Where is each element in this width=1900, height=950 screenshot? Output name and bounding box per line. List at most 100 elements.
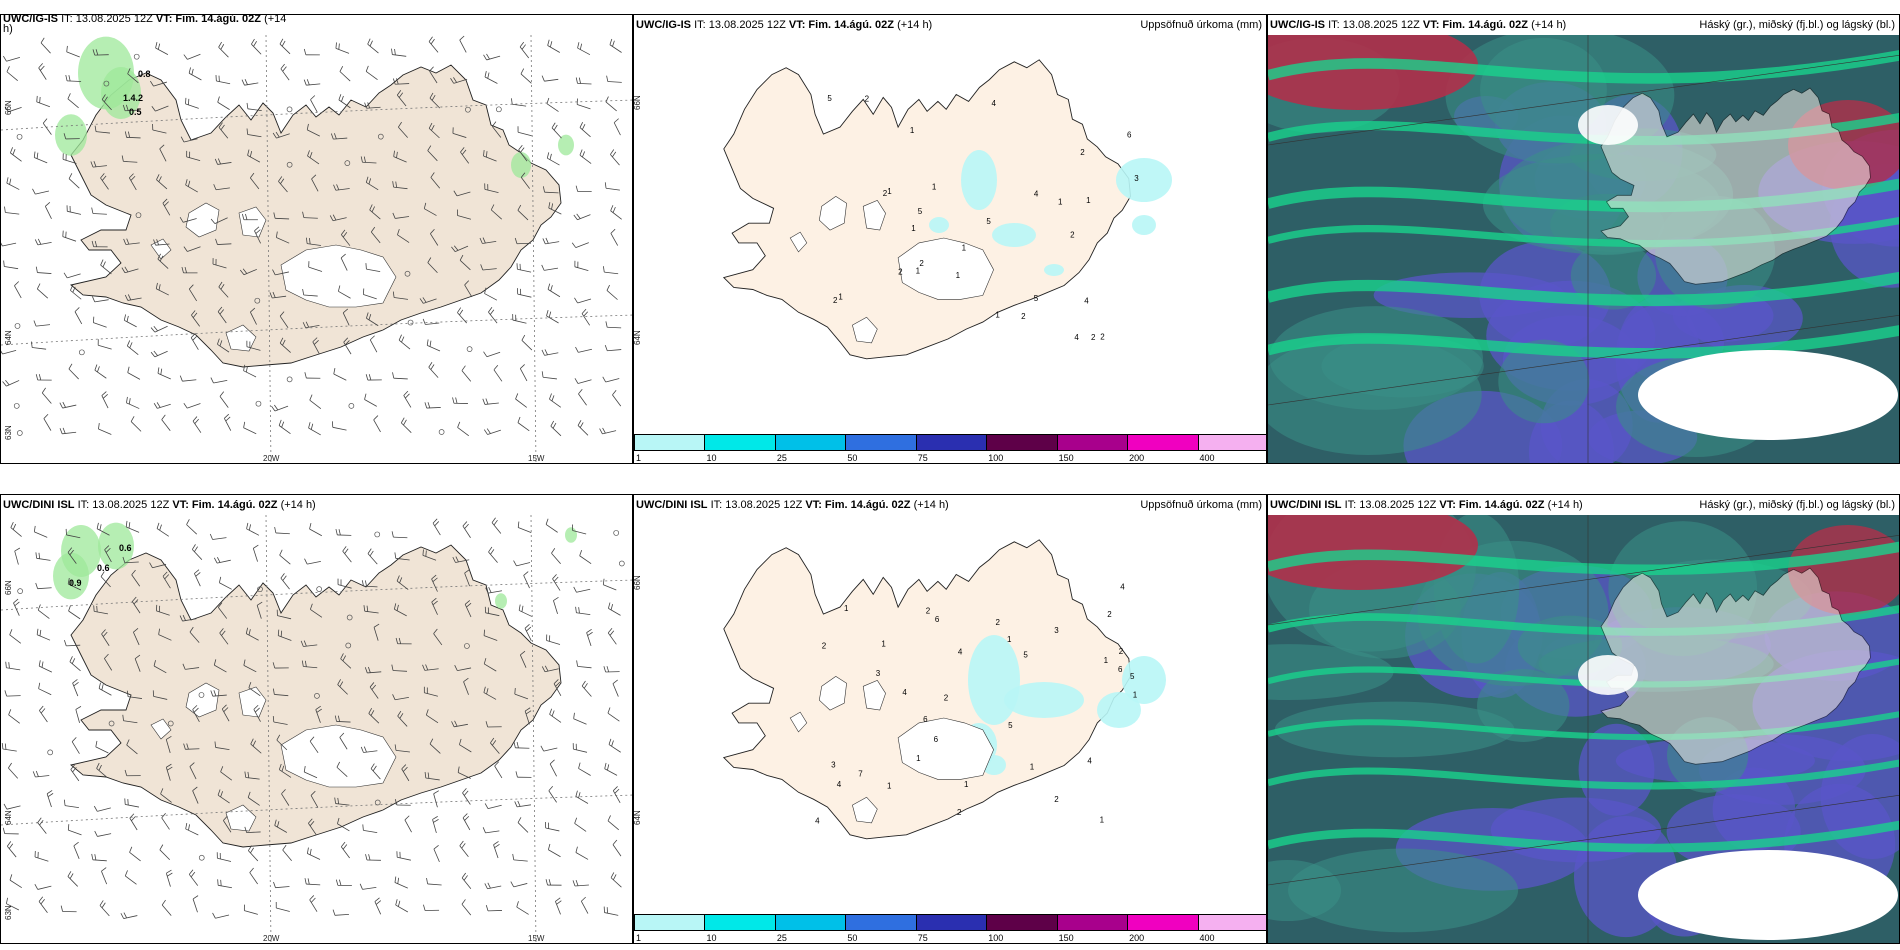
- wind-barb: [463, 677, 469, 695]
- precip-value-label: 1: [1007, 635, 1012, 644]
- wind-panel-row1: UWC/IG-IS IT: 13.08.2025 12Z VT: Fim. 14…: [0, 14, 633, 464]
- wind-barb: [404, 815, 412, 833]
- wind-barb: [14, 547, 21, 565]
- wind-barb: [604, 344, 622, 352]
- wind-barb: [578, 762, 591, 776]
- wind-barb: [517, 817, 529, 833]
- wind-barb: [272, 716, 288, 725]
- glacier: [150, 718, 172, 740]
- wind-barb: [214, 741, 230, 751]
- precip-value-label: 2: [1119, 647, 1124, 656]
- wind-barb: [365, 176, 379, 191]
- wind-barb: [599, 427, 617, 435]
- legend-tick-label: 400: [1199, 453, 1215, 463]
- legend-swatch: [1127, 914, 1199, 931]
- legend-swatch: [1197, 434, 1266, 451]
- wind-barb: [64, 640, 81, 647]
- wind-barb: [334, 715, 351, 723]
- wind-panel-title: UWC/DINI ISL IT: 13.08.2025 12Z VT: Fim.…: [3, 499, 316, 511]
- wind-barb: [452, 397, 468, 404]
- wind-barb: [575, 606, 591, 616]
- wind-barb: [575, 185, 592, 192]
- wind-barb: [94, 125, 111, 134]
- legend-tick-label: 100: [988, 453, 1004, 463]
- wind-barb: [42, 118, 52, 135]
- wind-barb: [581, 308, 591, 326]
- wind-barb: [276, 609, 292, 620]
- precip-value-label: 4: [815, 817, 820, 826]
- precip-value-label: 0.8: [138, 69, 151, 79]
- glacier: [818, 196, 847, 231]
- wind-barb: [403, 390, 412, 408]
- wind-barb: [312, 337, 320, 355]
- wind-barb: [160, 788, 172, 803]
- wind-panel-row2: UWC/DINI ISL IT: 13.08.2025 12Z VT: Fim.…: [0, 494, 633, 944]
- wind-barb: [517, 288, 532, 298]
- wind-barb: [512, 853, 528, 862]
- wind-barb: [579, 149, 592, 164]
- wind-barb: [215, 75, 231, 85]
- graticule-line: [1268, 534, 1899, 626]
- glacier: [238, 686, 267, 718]
- wind-barb: [165, 763, 173, 781]
- wind-barb: [398, 334, 411, 350]
- low-cloud-area: [1480, 37, 1607, 142]
- precip-area: [1044, 264, 1064, 276]
- wind-barb: [511, 98, 527, 107]
- wind-barb: [278, 419, 291, 435]
- wind-barb: [573, 586, 591, 593]
- cloud-contour-band: [1268, 759, 1899, 790]
- wind-barb: [308, 818, 317, 836]
- wind-barb: [485, 587, 503, 594]
- wind-barb: [335, 879, 352, 886]
- precip-value-label: 6: [1127, 131, 1132, 140]
- wind-barb: [422, 318, 440, 325]
- wind-barb: [425, 709, 439, 724]
- wind-barb: [304, 372, 321, 379]
- calm-circle: [13, 403, 20, 409]
- calm-circle: [377, 133, 384, 140]
- wind-barb: [362, 824, 378, 834]
- wind-panel-title: UWC/IG-IS IT: 13.08.2025 12Z VT: Fim. 14…: [3, 14, 287, 25]
- wind-barb: [67, 577, 82, 591]
- wind-barb: [364, 666, 382, 674]
- precip-value-label: 3: [831, 761, 836, 770]
- wind-barb: [126, 690, 142, 699]
- wind-barb: [2, 827, 19, 835]
- wind-barb: [98, 682, 112, 696]
- precip-area: [1004, 682, 1084, 718]
- wind-barb: [159, 144, 167, 162]
- precip-value-label: 1: [956, 271, 961, 280]
- wind-barb: [159, 844, 171, 861]
- wind-barb: [462, 813, 471, 831]
- cloud-panel-title: UWC/DINI ISL IT: 13.08.2025 12Z VT: Fim.…: [1268, 495, 1899, 515]
- wind-barb: [243, 659, 257, 673]
- wind-barb: [513, 560, 531, 567]
- low-cloud-area: [1288, 848, 1519, 933]
- wind-barb: [340, 253, 348, 271]
- wind-barb: [40, 37, 51, 54]
- wind-barb: [214, 158, 232, 165]
- wind-barb: [153, 402, 171, 409]
- wind-barb: [485, 905, 503, 912]
- wind-barb: [612, 786, 621, 804]
- glacier: [897, 237, 994, 300]
- wind-barb: [213, 556, 231, 564]
- wind-barb: [217, 602, 228, 619]
- legend-tick-label: 50: [847, 453, 858, 463]
- wind-barb: [484, 606, 500, 617]
- wind-barb: [247, 149, 261, 163]
- wind-barb: [517, 416, 530, 432]
- precip-value-label: 4: [902, 688, 907, 697]
- calm-circle: [16, 430, 23, 436]
- wind-barb: [483, 149, 497, 162]
- wind-barb: [6, 841, 17, 858]
- wind-barb: [517, 204, 529, 221]
- lat-label: 66N: [634, 575, 642, 590]
- wind-barb: [67, 871, 79, 887]
- wind-barb: [277, 629, 292, 641]
- lat-label: 66N: [634, 95, 642, 110]
- wind-barb: [303, 766, 318, 779]
- lon-label: 15W: [528, 934, 545, 943]
- wind-barb: [516, 263, 532, 273]
